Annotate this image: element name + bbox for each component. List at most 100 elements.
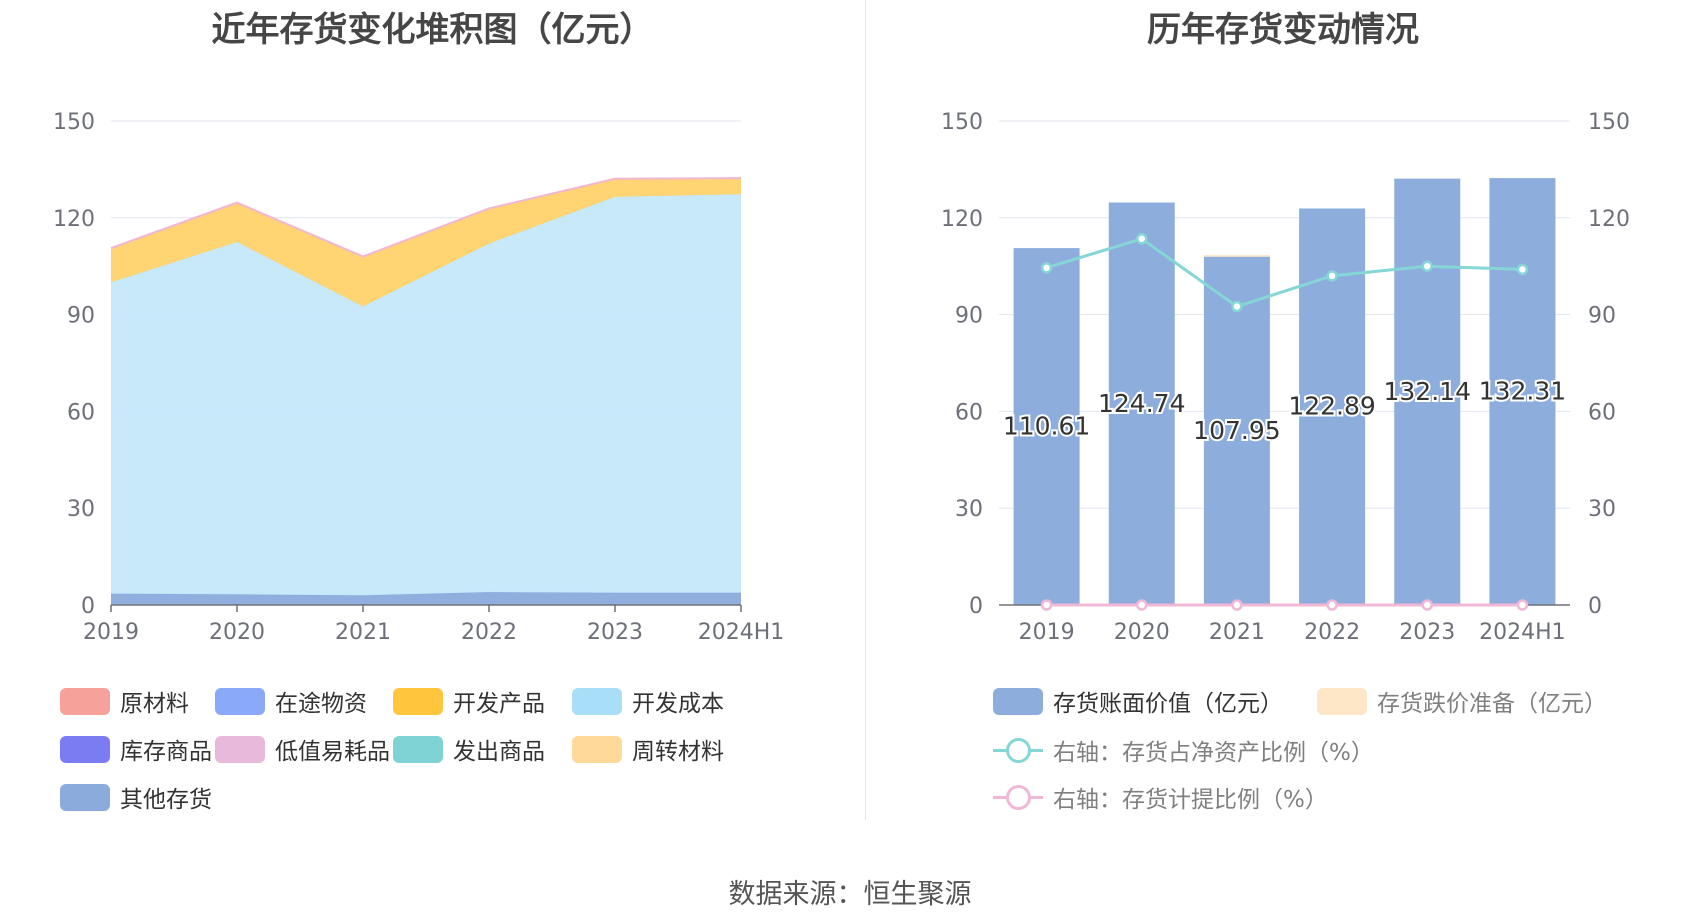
y2-tick-label: 150: [1588, 110, 1630, 135]
legend-swatch: [60, 687, 110, 715]
legend-label: 右轴：存货计提比例（%）: [1053, 787, 1328, 813]
right-chart-panel: 历年存货变动情况 0 30 60 90 120 150 0 30 60 90 120 150 2019 2…: [866, 0, 1700, 830]
bar-2023: [1394, 178, 1461, 605]
left-chart-legend: 原材料 在途物资 开发产品 开发成本库存商品 低值易耗品 发出商品 周转材料其他存货: [0, 0, 865, 830]
legend-item-库存商品[interactable]: 库存商品: [60, 732, 212, 766]
point-2024H1: [1516, 599, 1529, 611]
data-label: 110.61: [1003, 412, 1090, 441]
y-tick-label: 30: [67, 497, 95, 522]
area-开发产品: [111, 178, 741, 307]
y-tick-label: 30: [955, 497, 983, 522]
data-label: 122.89: [1288, 392, 1375, 421]
legend-label: 存货账面价值（亿元）: [1053, 691, 1283, 717]
legend-label: 开发成本: [632, 691, 724, 717]
panel-divider: [865, 0, 866, 820]
y-tick-label: 90: [67, 304, 95, 329]
point-2024H1: [1516, 263, 1529, 276]
x-tick-label: 2021: [1209, 620, 1265, 645]
legend-item-发出商品[interactable]: 发出商品: [393, 732, 545, 766]
x-tick-label: 2022: [1304, 620, 1360, 645]
total-outline: [110, 177, 742, 258]
y-tick-label: 150: [941, 110, 983, 135]
right-chart-title: 历年存货变动情况: [1147, 10, 1419, 50]
point-2020: [1136, 233, 1148, 245]
legend-item-开发产品[interactable]: 开发产品: [393, 684, 545, 718]
point-2020: [1136, 599, 1148, 611]
point-2022: [1326, 599, 1338, 611]
point-2021: [1231, 300, 1243, 313]
legend-swatch: [993, 737, 1043, 764]
bar-provision-2021: [1203, 255, 1270, 257]
legend-item-低值易耗品[interactable]: 低值易耗品: [215, 732, 390, 766]
y-tick-label: 60: [67, 400, 95, 425]
stacked-area-chart: 0 30 60 90 120 150 2019 2020 2021 2022 2023 2024H1: [53, 110, 785, 645]
bar-2021: [1203, 256, 1270, 605]
legend-label: 开发产品: [453, 691, 545, 717]
legend-item-在途物资[interactable]: 在途物资: [215, 684, 367, 718]
legend-label: 在途物资: [275, 691, 367, 717]
legend-label: 其他存货: [120, 787, 212, 813]
point-2021: [1231, 599, 1243, 611]
right-chart-legend: 存货账面价值（亿元） 存货跌价准备（亿元） 右轴：存货占净资产比例（%） 右轴：存货计…: [866, 0, 1700, 830]
y-tick-label: 0: [81, 594, 95, 619]
x-tick-label: 2021: [335, 620, 391, 645]
bar-2019: [1013, 248, 1080, 606]
y-tick-label: 60: [955, 400, 983, 425]
y2-tick-label: 60: [1588, 400, 1616, 425]
x-tick-label: 2020: [209, 620, 265, 645]
legend-swatch: [572, 735, 622, 763]
legend-swatch: [993, 687, 1043, 715]
legend-swatch: [1317, 687, 1367, 715]
y2-tick-label: 0: [1588, 594, 1602, 619]
legend-item-存货跌价准备（亿元）[interactable]: 存货跌价准备（亿元）: [1317, 684, 1607, 718]
y2-tick-label: 90: [1588, 304, 1616, 329]
legend-item-其他存货[interactable]: 其他存货: [60, 780, 212, 814]
area-开发成本: [111, 194, 741, 596]
x-tick-label: 2023: [587, 620, 643, 645]
legend-label: 存货跌价准备（亿元）: [1377, 691, 1607, 717]
y-tick-label: 120: [53, 207, 95, 232]
legend-item-存货账面价值（亿元）[interactable]: 存货账面价值（亿元）: [993, 684, 1283, 718]
legend-item-右轴：存货占净资产比例（%）[interactable]: 右轴：存货占净资产比例（%）: [993, 733, 1374, 767]
y2-tick-label: 120: [1588, 207, 1630, 232]
left-chart-panel: 近年存货变化堆积图（亿元） 0 30 60 90 120 150 2019 2020 2021 2…: [0, 0, 865, 830]
legend-swatch: [572, 687, 622, 715]
legend-swatch: [60, 783, 110, 811]
bar-2024H1: [1489, 178, 1556, 606]
legend-label: 发出商品: [453, 739, 545, 765]
y2-tick-label: 30: [1588, 497, 1616, 522]
legend-label: 右轴：存货占净资产比例（%）: [1053, 740, 1374, 766]
legend-item-开发成本[interactable]: 开发成本: [572, 684, 724, 718]
legend-label: 库存商品: [120, 739, 212, 765]
y-tick-label: 90: [955, 304, 983, 329]
point-2019: [1040, 599, 1053, 611]
left-chart-title: 近年存货变化堆积图（亿元）: [211, 10, 654, 50]
point-2023: [1421, 599, 1433, 611]
line-右轴：存货占净资产比例（%）: [1046, 237, 1523, 309]
legend-swatch: [215, 735, 265, 763]
y-tick-label: 150: [53, 110, 95, 135]
legend-swatch: [215, 687, 265, 715]
point-2022: [1326, 270, 1338, 282]
legend-swatch: [393, 687, 443, 715]
legend-item-周转材料[interactable]: 周转材料: [572, 732, 724, 766]
x-tick-label: 2024H1: [698, 620, 785, 645]
legend-label: 周转材料: [632, 739, 724, 765]
bar-2020: [1108, 202, 1175, 605]
y-tick-label: 0: [969, 594, 983, 619]
data-label: 132.14: [1384, 377, 1471, 406]
data-label: 132.31: [1479, 377, 1566, 406]
data-label: 124.74: [1098, 389, 1185, 418]
legend-item-右轴：存货计提比例（%）[interactable]: 右轴：存货计提比例（%）: [993, 780, 1328, 814]
x-tick-label: 2019: [83, 620, 139, 645]
legend-item-原材料[interactable]: 原材料: [60, 684, 189, 718]
y-tick-label: 120: [941, 207, 983, 232]
legend-label: 低值易耗品: [275, 739, 390, 765]
legend-label: 原材料: [120, 691, 189, 717]
bar-line-chart: 0 30 60 90 120 150 0 30 60 90 120 150 2019 2020 2021 20…: [941, 110, 1630, 645]
point-2019: [1040, 262, 1053, 274]
data-source-footer: 数据来源：恒生聚源: [728, 879, 972, 910]
x-tick-label: 2019: [1019, 620, 1075, 645]
point-2023: [1421, 260, 1433, 272]
legend-swatch: [60, 735, 110, 763]
